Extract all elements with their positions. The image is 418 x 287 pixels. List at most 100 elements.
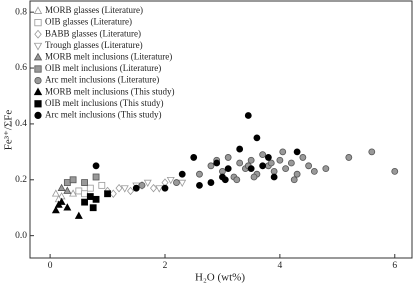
point	[115, 183, 123, 193]
point	[120, 185, 129, 193]
y-tick-label: 0.2	[15, 175, 27, 185]
legend-label: OIB glasses (Literature)	[45, 17, 132, 27]
point	[264, 154, 272, 161]
point	[259, 162, 267, 170]
point	[92, 195, 100, 203]
point	[244, 112, 252, 119]
point	[233, 176, 241, 184]
point	[127, 186, 135, 196]
point	[86, 193, 94, 200]
y-tick-label: 0.0	[15, 231, 27, 241]
y-axis-label: Fe³⁺/ΣFe	[3, 110, 15, 151]
point	[236, 159, 244, 167]
point	[109, 189, 117, 198]
point	[81, 179, 88, 186]
point	[345, 154, 353, 161]
point	[207, 162, 215, 170]
point	[178, 179, 187, 188]
point	[98, 181, 106, 189]
y-tick-label: 0.8	[15, 7, 27, 17]
point	[221, 176, 229, 184]
y-tick-label: 0.6	[15, 63, 27, 73]
legend-marker	[34, 111, 42, 120]
point	[86, 184, 94, 192]
x-tick-label: 6	[392, 261, 397, 271]
legend-label: MORB melt inclusions (Literature)	[45, 51, 172, 61]
point	[149, 183, 158, 193]
point	[75, 187, 83, 195]
x-tick-label: 4	[278, 261, 283, 271]
point	[57, 197, 66, 205]
point	[132, 184, 140, 192]
point	[92, 162, 100, 170]
legend-marker	[33, 52, 43, 61]
legend-marker	[34, 29, 42, 39]
y-tick-label: 0.4	[15, 119, 27, 129]
legend-marker	[34, 100, 42, 108]
legend-label: Trough glasses (Literature)	[45, 40, 143, 50]
point	[81, 198, 88, 206]
point	[259, 151, 267, 159]
legend-marker	[34, 65, 42, 73]
legend-label: Arc melt inclusions (This study)	[45, 109, 162, 119]
legend-marker	[34, 77, 42, 85]
point	[161, 184, 169, 192]
point	[104, 190, 111, 198]
point	[63, 203, 72, 211]
point	[290, 176, 298, 184]
point	[293, 148, 301, 156]
point	[322, 165, 330, 173]
legend-label: Arc melt inclusions (Literature)	[45, 75, 159, 85]
point	[173, 179, 180, 186]
legend-label: OIB melt inclusions (Literature)	[45, 63, 161, 73]
point	[196, 181, 203, 189]
point	[253, 134, 261, 142]
legend-marker	[33, 6, 43, 14]
x-tick-label: 2	[163, 261, 168, 271]
point	[74, 211, 83, 219]
point	[51, 206, 60, 214]
point	[196, 170, 203, 178]
point	[143, 179, 152, 188]
point	[224, 154, 232, 161]
point	[282, 165, 290, 173]
x-tick-label: 0	[48, 261, 53, 271]
point	[310, 168, 318, 175]
point	[391, 168, 399, 175]
legend-label: BABB glasses (Literature)	[45, 28, 141, 38]
point	[190, 154, 198, 161]
point	[270, 173, 278, 181]
point	[270, 168, 278, 175]
point	[267, 159, 275, 167]
point	[224, 165, 232, 173]
point	[92, 173, 100, 181]
point	[250, 173, 258, 181]
legend-label: MORB melt inclusions (This study)	[45, 86, 175, 96]
point	[69, 189, 78, 197]
point	[178, 170, 186, 178]
legend-label: MORB glasses (Literature)	[45, 5, 143, 15]
point	[299, 154, 307, 161]
x-axis-label: H₂O (wt%)	[195, 272, 245, 284]
point	[305, 162, 313, 170]
point	[138, 181, 146, 189]
point	[81, 190, 88, 198]
plot-frame	[29, 0, 413, 259]
point	[63, 186, 72, 194]
point	[287, 159, 295, 167]
point	[236, 145, 244, 153]
legend-label: OIB melt inclusions (This study)	[45, 98, 164, 108]
point	[166, 176, 175, 185]
point	[57, 183, 66, 191]
point	[247, 165, 255, 173]
point	[276, 156, 284, 164]
point	[155, 185, 164, 193]
legend-marker	[34, 18, 42, 27]
point	[69, 176, 77, 184]
point	[279, 148, 287, 156]
point	[368, 148, 376, 156]
point	[89, 204, 97, 212]
point	[63, 179, 71, 186]
legend-marker	[33, 42, 43, 51]
